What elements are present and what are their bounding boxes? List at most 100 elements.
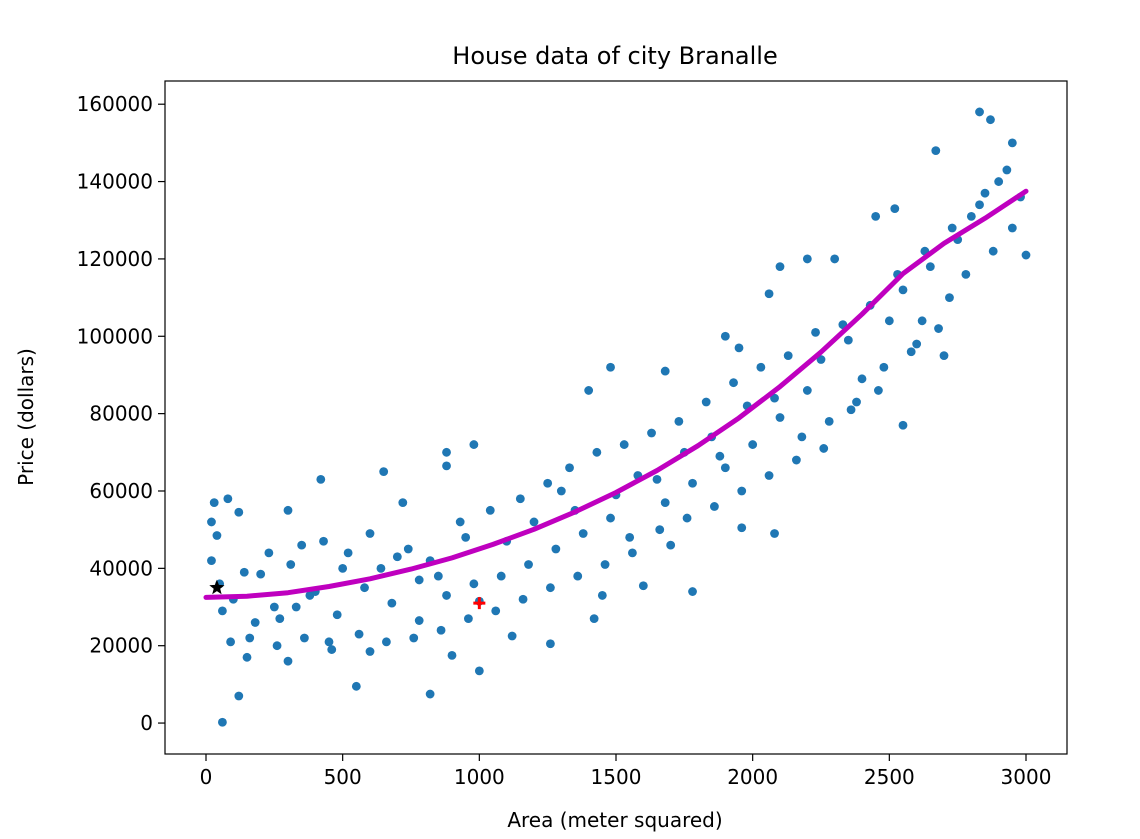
x-tick-label: 1000 <box>454 765 505 789</box>
scatter-point <box>365 647 375 656</box>
x-axis-label: Area (meter squared) <box>507 808 722 832</box>
scatter-point <box>660 498 670 507</box>
scatter-point <box>354 629 364 639</box>
black-star-marker <box>209 579 225 595</box>
x-tick-label: 0 <box>200 765 213 789</box>
scatter-point <box>469 579 479 589</box>
scatter-point <box>297 540 307 550</box>
scatter-point <box>496 571 506 581</box>
scatter-point <box>770 393 779 403</box>
scatter-point <box>239 567 249 577</box>
scatter-point <box>666 540 676 550</box>
scatter-point <box>461 533 471 542</box>
x-tick-label: 1500 <box>591 765 642 789</box>
scatter-point <box>619 440 629 449</box>
scatter-point <box>316 474 326 484</box>
y-tick-label: 100000 <box>77 324 153 348</box>
scatter-point <box>379 467 389 477</box>
scatter-point <box>218 717 227 727</box>
y-tick-label: 20000 <box>89 634 153 658</box>
x-tick-label: 2000 <box>727 765 778 789</box>
scatter-point <box>529 517 539 527</box>
scatter-point <box>360 583 369 593</box>
scatter-point <box>524 560 533 569</box>
scatter-point <box>775 413 785 422</box>
scatter-point <box>291 602 301 612</box>
scatter-point <box>584 386 594 395</box>
scatter-point <box>625 533 635 542</box>
scatter-point <box>442 447 451 457</box>
scatter-point <box>546 639 555 649</box>
scatter-point <box>628 548 637 558</box>
scatter-point <box>300 633 309 643</box>
scatter-point <box>1002 165 1012 175</box>
scatter-point <box>515 494 525 504</box>
scatter-point <box>324 637 334 647</box>
scatter-point <box>947 223 957 233</box>
scatter-point <box>748 440 758 449</box>
scatter-point <box>543 478 553 488</box>
scatter-point <box>392 552 402 562</box>
scatter-point <box>398 498 408 507</box>
scatter-point <box>871 211 881 221</box>
scatter-point <box>507 631 517 641</box>
scatter-point <box>592 447 602 457</box>
scatter-point <box>701 397 711 407</box>
scatter-point <box>802 254 812 264</box>
scatter-point <box>343 548 353 558</box>
scatter-point <box>797 432 807 442</box>
scatter-point <box>414 575 424 585</box>
scatter-point <box>884 316 894 326</box>
y-tick-label: 80000 <box>89 402 153 426</box>
scatter-point <box>986 115 995 125</box>
plot-area <box>203 107 1031 727</box>
scatter-point <box>414 616 424 625</box>
y-tick-label: 160000 <box>77 92 153 116</box>
scatter-point <box>234 507 244 517</box>
scatter-point <box>966 211 976 221</box>
scatter-point <box>934 324 943 333</box>
scatter-point <box>332 610 342 620</box>
scatter-point <box>874 386 883 395</box>
scatter-point <box>425 689 435 699</box>
scatter-point <box>436 625 446 635</box>
scatter-point <box>600 560 610 569</box>
scatter-point <box>455 517 465 527</box>
scatter-point <box>945 293 954 302</box>
scatter-point <box>491 606 501 616</box>
scatter-point <box>682 513 692 523</box>
scatter-point <box>245 633 255 643</box>
scatter-point <box>223 494 233 504</box>
scatter-point <box>242 652 252 662</box>
x-tick-label: 500 <box>324 765 362 789</box>
scatter-point <box>816 355 826 364</box>
scatter-point <box>327 645 337 654</box>
scatter-point <box>1007 223 1017 233</box>
scatter-point <box>980 188 990 198</box>
scatter-point <box>879 362 889 372</box>
scatter-point <box>912 339 922 349</box>
scatter-point <box>209 498 219 507</box>
x-axis: 0 500 1000 1500 2000 2500 3000 <box>200 754 1052 789</box>
scatter-point <box>319 536 328 546</box>
scatter-point <box>802 386 812 395</box>
scatter-point <box>857 374 867 384</box>
scatter-point <box>485 505 495 515</box>
scatter-point <box>764 471 774 480</box>
scatter-point <box>830 254 840 264</box>
scatter-point <box>720 331 730 341</box>
scatter-point <box>720 463 730 473</box>
scatter-point <box>729 378 738 388</box>
x-tick-label: 3000 <box>1001 765 1052 789</box>
scatter-point <box>917 316 927 326</box>
scatter-point <box>764 289 774 299</box>
scatter-point <box>898 285 908 295</box>
scatter-point <box>1021 250 1031 260</box>
scatter-point <box>852 397 861 407</box>
scatter-point <box>988 246 998 256</box>
scatter-point <box>819 444 829 453</box>
scatter-point <box>652 474 662 484</box>
scatter-point <box>551 544 561 554</box>
